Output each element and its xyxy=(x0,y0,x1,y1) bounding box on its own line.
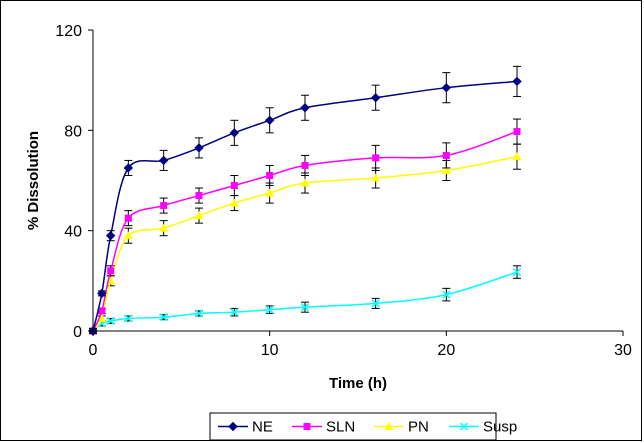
data-point xyxy=(159,223,169,232)
data-point xyxy=(229,128,240,138)
data-point xyxy=(442,151,450,159)
data-point xyxy=(107,267,115,275)
data-point xyxy=(264,115,275,126)
data-point xyxy=(97,313,107,322)
data-point xyxy=(194,143,204,153)
data-point xyxy=(97,288,107,299)
data-point xyxy=(441,82,452,93)
data-point xyxy=(106,316,115,325)
legend-entry: PN xyxy=(374,419,429,436)
marker-stroke xyxy=(106,316,115,325)
data-point xyxy=(266,171,274,179)
legend-label: SLN xyxy=(326,419,355,436)
y-tick-label: 0 xyxy=(73,324,82,341)
data-point xyxy=(512,152,522,161)
data-point xyxy=(123,163,134,173)
data-point xyxy=(265,188,275,197)
data-point xyxy=(105,230,116,241)
legend-label: PN xyxy=(408,419,429,436)
x-tick-label: 10 xyxy=(261,342,279,359)
data-point xyxy=(194,309,204,318)
marker-stroke xyxy=(159,313,168,322)
legend-label: Susp xyxy=(483,419,517,436)
marker-stroke xyxy=(194,309,204,318)
data-point xyxy=(512,268,522,277)
legend-entry: NE xyxy=(218,419,273,436)
data-point xyxy=(230,182,238,190)
marker-stroke xyxy=(300,303,310,312)
legend-entry: Susp xyxy=(449,419,517,436)
data-point xyxy=(265,305,274,314)
legend-box xyxy=(209,412,497,441)
data-point xyxy=(513,128,521,136)
series-line xyxy=(92,271,518,332)
data-point xyxy=(98,307,106,315)
x-tick-label: 0 xyxy=(89,342,98,359)
x-axis-title: Time (h) xyxy=(329,375,387,392)
data-point xyxy=(159,313,168,322)
marker-stroke xyxy=(230,308,239,317)
series-sln xyxy=(89,118,521,335)
x-tick-label: 30 xyxy=(614,342,632,359)
marker-stroke xyxy=(124,314,133,323)
plot-area xyxy=(88,65,522,336)
marker-stroke xyxy=(512,268,522,277)
y-tick-label: 40 xyxy=(64,224,82,241)
legend: NE SLN PN Susp xyxy=(209,412,517,441)
y-axis-title: % Dissolution xyxy=(25,131,42,230)
data-point xyxy=(370,93,381,103)
data-point xyxy=(195,192,203,200)
marker-stroke xyxy=(371,299,380,308)
data-point xyxy=(194,211,204,220)
data-point xyxy=(124,214,132,222)
legend-entry: SLN xyxy=(292,419,355,436)
y-tick-label: 120 xyxy=(55,23,82,40)
x-tick-label: 20 xyxy=(437,342,455,359)
series-susp xyxy=(88,265,522,336)
data-point xyxy=(300,103,310,113)
legend-swatch-marker xyxy=(459,422,469,431)
data-point xyxy=(158,155,169,166)
data-point xyxy=(300,178,310,187)
data-point xyxy=(371,299,380,308)
data-point xyxy=(301,161,309,169)
data-point xyxy=(372,154,380,162)
legend-swatch-marker xyxy=(228,421,238,432)
data-point xyxy=(512,76,522,87)
data-point xyxy=(371,173,381,182)
series-pn xyxy=(88,143,522,335)
marker-stroke xyxy=(442,290,451,299)
axes: 0 40 80 120 0 10 20 30 xyxy=(55,23,632,359)
marker-stroke xyxy=(459,422,469,431)
data-point xyxy=(442,290,451,299)
data-point xyxy=(123,231,133,240)
marker-stroke xyxy=(265,305,274,314)
data-point xyxy=(230,308,239,317)
data-point xyxy=(160,202,168,210)
legend-swatch-marker xyxy=(303,423,311,430)
series-ne xyxy=(88,65,522,336)
legend-label: NE xyxy=(252,419,273,436)
data-point xyxy=(300,303,310,312)
legend-swatch-marker xyxy=(384,422,394,430)
data-point xyxy=(229,198,239,207)
data-point xyxy=(441,165,451,174)
data-point xyxy=(124,314,133,323)
y-tick-label: 80 xyxy=(64,123,82,140)
